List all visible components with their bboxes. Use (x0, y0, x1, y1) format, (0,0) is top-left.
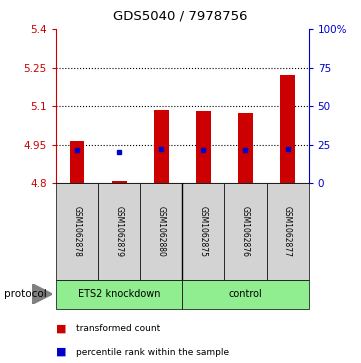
Text: percentile rank within the sample: percentile rank within the sample (76, 348, 229, 356)
Bar (182, 280, 309, 309)
Text: GSM1062876: GSM1062876 (241, 206, 250, 257)
Bar (70, 141, 84, 183)
Bar (154, 110, 169, 183)
Text: GSM1062879: GSM1062879 (115, 206, 123, 257)
Bar (238, 113, 253, 183)
Text: transformed count: transformed count (76, 324, 160, 333)
Bar (56, 280, 182, 309)
Text: control: control (229, 289, 262, 299)
Bar (266, 183, 309, 280)
Bar (280, 76, 295, 183)
Text: ETS2 knockdown: ETS2 knockdown (78, 289, 160, 299)
Text: GSM1062877: GSM1062877 (283, 206, 292, 257)
Text: GSM1062875: GSM1062875 (199, 206, 208, 257)
Bar (225, 183, 266, 280)
Polygon shape (32, 284, 52, 304)
Text: protocol: protocol (4, 289, 46, 299)
Text: GSM1062880: GSM1062880 (157, 206, 166, 257)
Text: ■: ■ (56, 347, 66, 357)
Bar (56, 183, 98, 280)
Text: GSM1062878: GSM1062878 (73, 206, 82, 257)
Text: GDS5040 / 7978756: GDS5040 / 7978756 (113, 9, 248, 22)
Bar (98, 183, 140, 280)
Bar (182, 183, 225, 280)
Text: ■: ■ (56, 323, 66, 334)
Bar (140, 183, 182, 280)
Bar (196, 111, 211, 183)
Bar (112, 181, 126, 183)
